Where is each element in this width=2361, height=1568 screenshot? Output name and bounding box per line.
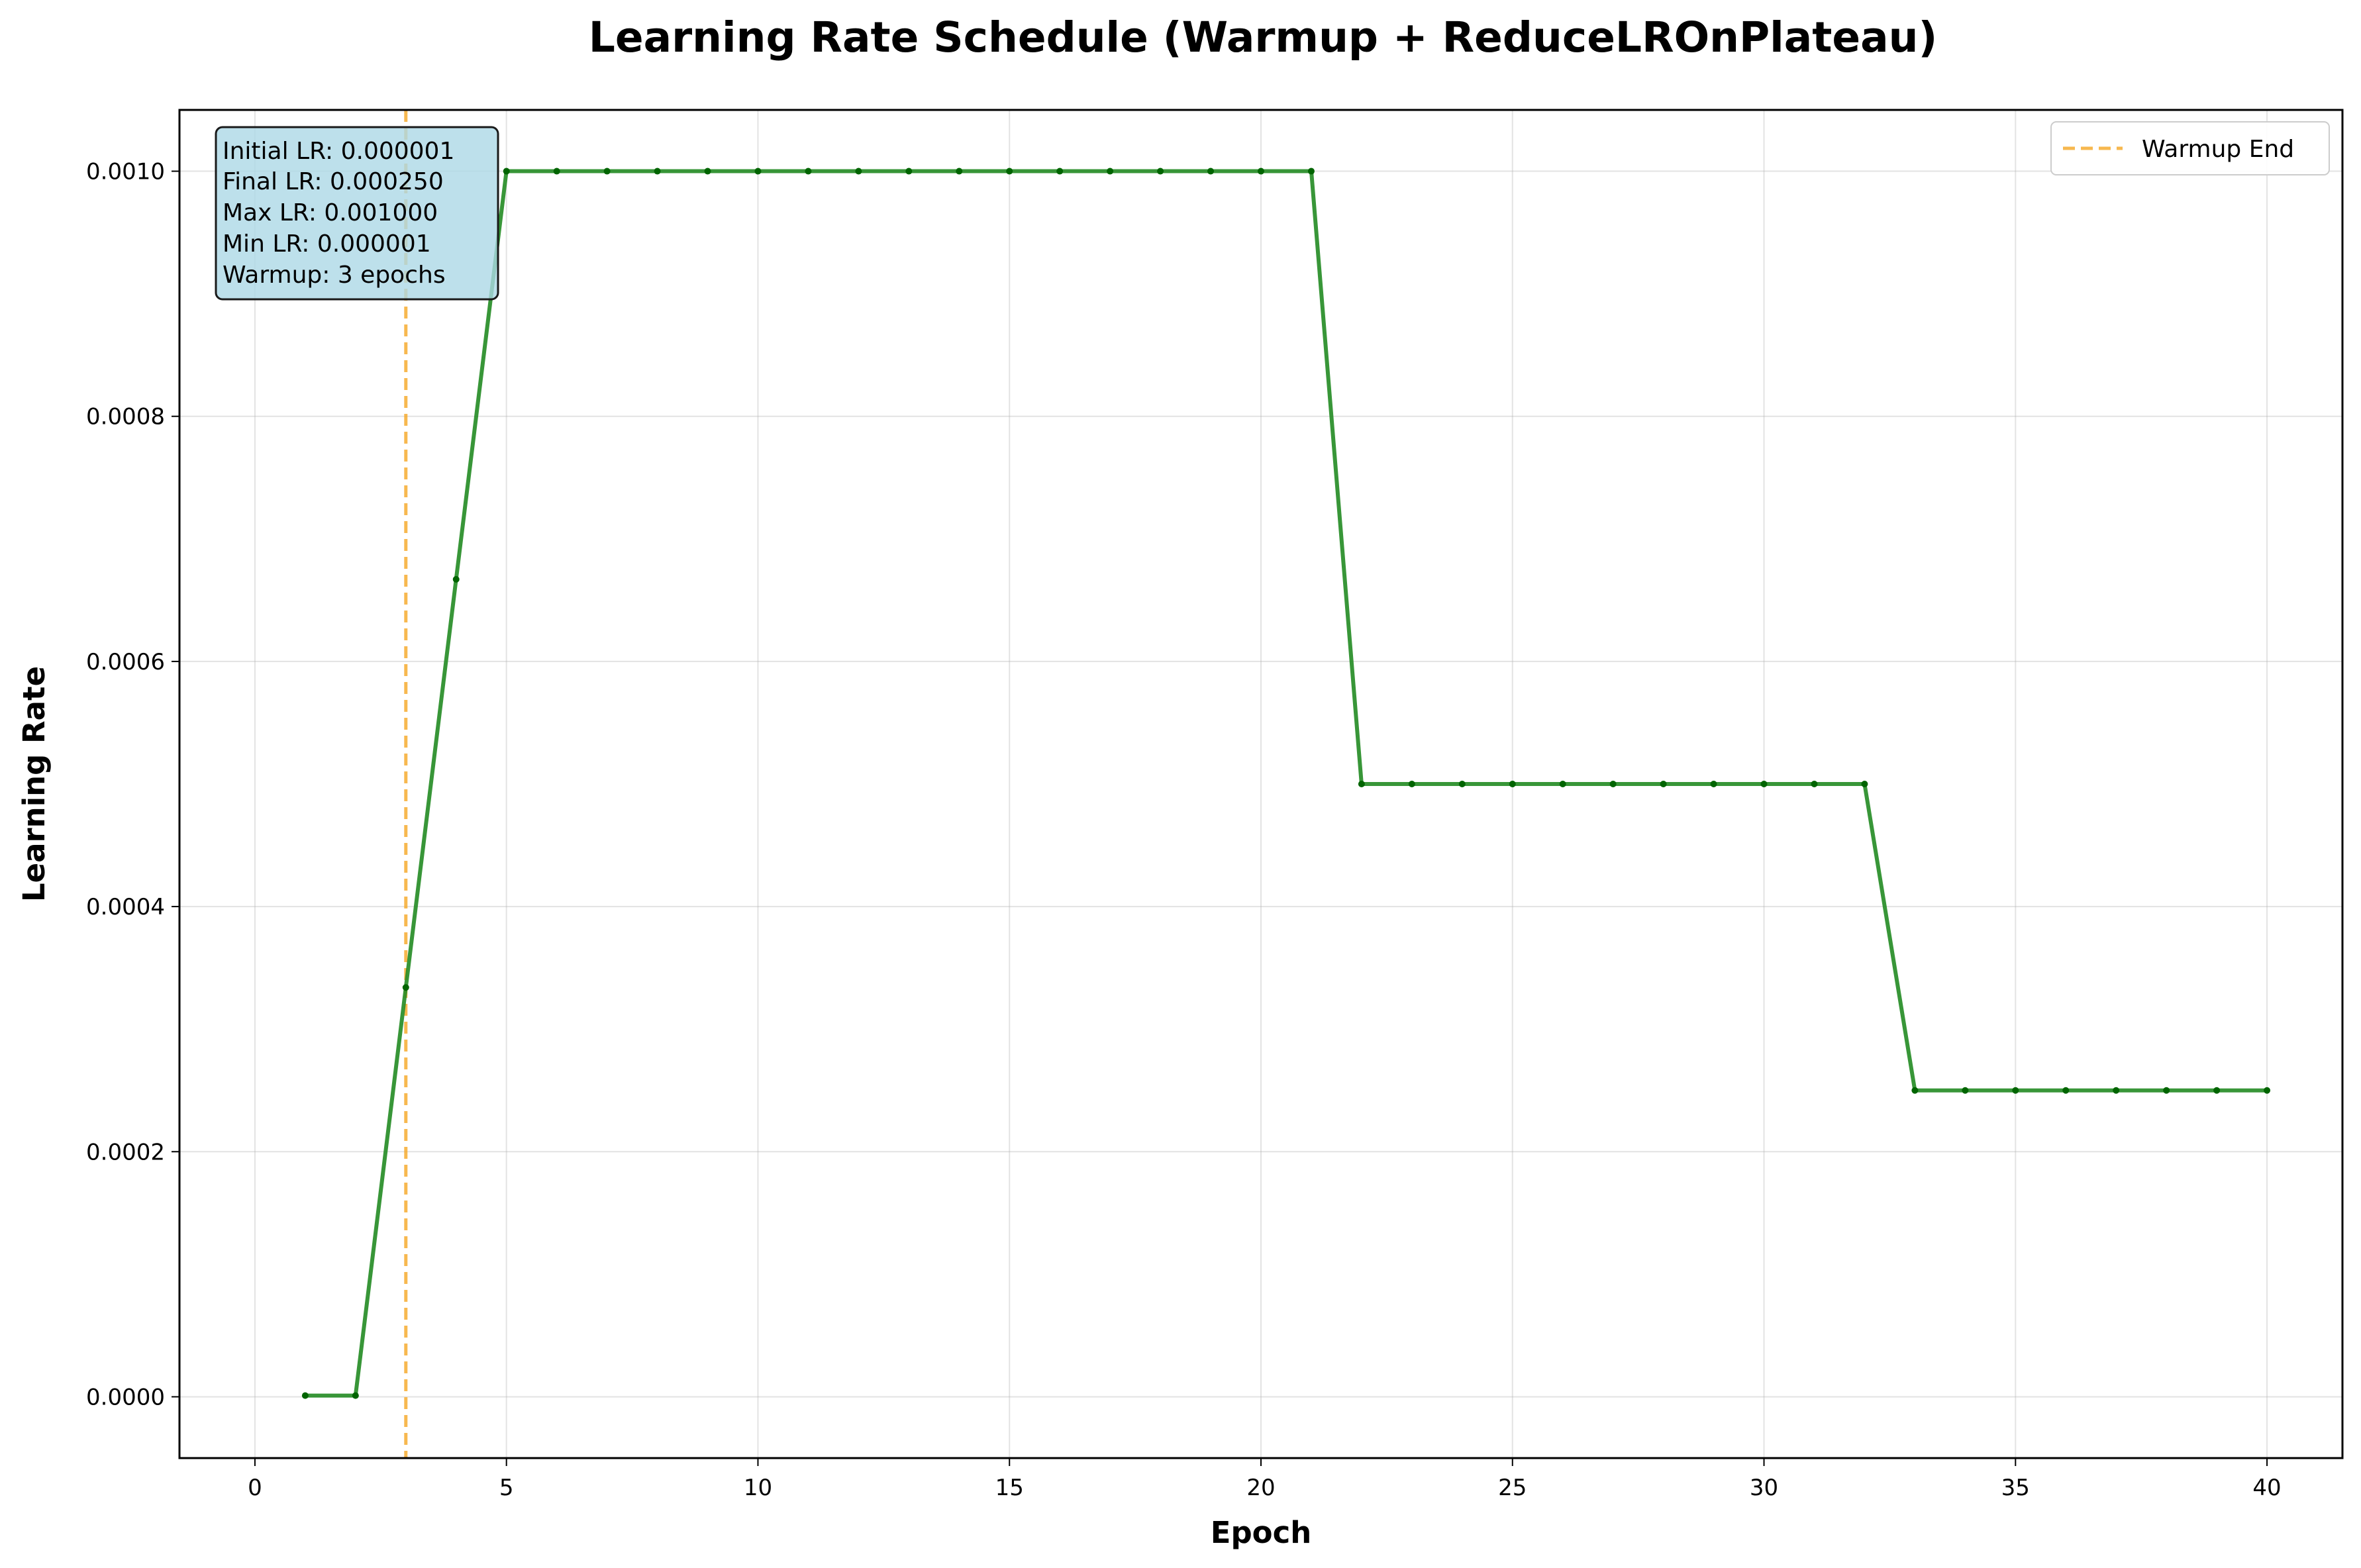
lr-point	[704, 168, 711, 175]
lr-point	[1157, 168, 1164, 175]
lr-point	[1760, 781, 1768, 787]
lr-point	[1207, 168, 1215, 175]
lr-point	[855, 168, 862, 175]
lr-point	[352, 1392, 359, 1399]
lr-point	[1559, 781, 1566, 787]
lr-point	[301, 1392, 309, 1399]
y-tick-label: 0.0002	[86, 1139, 165, 1165]
chart-title: Learning Rate Schedule (Warmup + ReduceL…	[589, 13, 1938, 62]
lr-point	[754, 168, 762, 175]
lr-point	[1911, 1087, 1919, 1094]
x-axis: 0 5 10 15 20 25 30 35 40	[248, 1458, 2282, 1501]
lr-point	[1509, 781, 1516, 787]
legend-label-warmup-end: Warmup End	[2142, 136, 2294, 163]
lr-point	[1107, 168, 1114, 175]
lr-point	[1258, 168, 1264, 175]
lr-point	[956, 168, 963, 175]
y-axis: 0.0000 0.0002 0.0004 0.0006 0.0008 0.0010	[86, 159, 179, 1410]
lr-point	[1006, 168, 1013, 175]
lr-point	[1710, 781, 1717, 787]
y-tick-label: 0.0006	[86, 649, 165, 675]
lr-point	[603, 168, 611, 175]
lr-point	[402, 984, 409, 991]
lr-point	[553, 168, 560, 175]
lr-series-line	[305, 169, 2268, 1398]
lr-point	[805, 168, 812, 175]
x-tick-label: 20	[1246, 1475, 1275, 1501]
y-tick-label: 0.0008	[86, 404, 165, 430]
info-min-lr: Min LR: 0.000001	[223, 230, 431, 258]
x-tick-label: 0	[248, 1475, 262, 1501]
lr-point	[1962, 1087, 1969, 1094]
info-box-background	[215, 126, 499, 301]
x-tick-label: 15	[995, 1475, 1024, 1501]
lr-point	[452, 575, 460, 583]
info-initial-lr: Initial LR: 0.000001	[223, 138, 454, 165]
x-tick-label: 35	[2001, 1475, 2030, 1501]
legend-frame	[2050, 121, 2330, 175]
y-tick-label: 0.0004	[86, 894, 165, 920]
lr-point	[2264, 1087, 2271, 1094]
lr-point	[503, 168, 510, 175]
lr-point	[1408, 781, 1415, 787]
lr-point	[1358, 781, 1365, 787]
x-tick-label: 40	[2252, 1475, 2281, 1501]
lr-point	[654, 168, 661, 175]
lr-point	[1811, 781, 1818, 787]
x-tick-label: 30	[1750, 1475, 1778, 1501]
y-axis-label: Learning Rate	[17, 666, 52, 902]
info-warmup: Warmup: 3 epochs	[223, 262, 446, 289]
lr-point	[1458, 781, 1466, 787]
x-tick-label: 10	[744, 1475, 772, 1501]
lr-point	[1307, 168, 1315, 175]
lr-point	[2012, 1087, 2019, 1094]
plot-area	[301, 110, 2271, 1458]
lr-point	[2213, 1087, 2221, 1094]
lr-point	[1861, 781, 1868, 787]
info-final-lr: Final LR: 0.000250	[223, 168, 444, 195]
lr-point	[2163, 1087, 2170, 1094]
lr-point	[1660, 781, 1667, 787]
lr-point	[2113, 1087, 2120, 1094]
y-tick-label: 0.0000	[86, 1384, 165, 1410]
lr-point	[1609, 781, 1617, 787]
x-tick-label: 5	[499, 1475, 514, 1501]
x-axis-label: Epoch	[1211, 1515, 1312, 1550]
lr-point	[1056, 168, 1064, 175]
lr-point	[2062, 1087, 2070, 1094]
info-max-lr: Max LR: 0.001000	[223, 199, 438, 226]
x-tick-label: 25	[1498, 1475, 1527, 1501]
lr-point	[905, 168, 913, 175]
legend: Warmup End	[2050, 121, 2330, 175]
y-tick-label: 0.0010	[86, 159, 165, 185]
info-box: Initial LR: 0.000001 Final LR: 0.000250 …	[215, 126, 499, 301]
